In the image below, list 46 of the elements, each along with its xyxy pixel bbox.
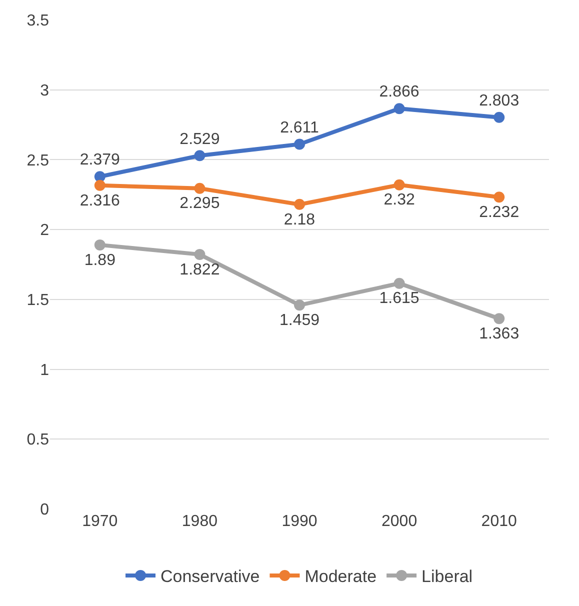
point: [394, 278, 405, 289]
legend-label: Moderate: [304, 567, 377, 586]
legend-label: Conservative: [160, 567, 260, 586]
point: [94, 180, 106, 191]
point: [294, 138, 305, 150]
data-label: 1.89: [84, 252, 116, 269]
y-tick-label: 3.5: [26, 12, 50, 30]
y-tick-label: 2.5: [26, 152, 50, 170]
data-label: 1.615: [379, 290, 420, 308]
x-tick-label: 2000: [382, 513, 418, 530]
point: [394, 103, 405, 114]
point: [494, 112, 505, 123]
y-tick-label: 2: [40, 222, 50, 240]
data-label: 2.232: [479, 204, 520, 222]
x-tick-label: 1970: [82, 513, 118, 530]
data-label: 2.866: [379, 84, 420, 101]
y-tick-label: 1.5: [26, 292, 50, 310]
data-label: 1.363: [479, 325, 520, 342]
x-tick-label: 1980: [182, 513, 218, 530]
y-tick-label: 0.5: [26, 432, 50, 449]
x-tick-label: 2010: [481, 513, 517, 530]
legend-label: Liberal: [422, 567, 473, 586]
point: [494, 313, 505, 324]
data-label: 2.611: [280, 119, 320, 136]
point: [194, 182, 206, 194]
y-tick-label: 1: [40, 362, 50, 379]
point: [194, 248, 206, 260]
x-tick-label: 1990: [282, 513, 318, 530]
data-label: 2.529: [180, 130, 220, 148]
data-label: 2.316: [80, 192, 120, 210]
data-label: 1.822: [180, 261, 220, 278]
point: [94, 171, 106, 182]
data-label: 2.803: [479, 92, 520, 110]
y-tick-label: 0: [40, 502, 50, 519]
point: [294, 198, 305, 210]
data-label: 2.295: [180, 195, 220, 212]
point: [494, 192, 505, 203]
point: [394, 179, 405, 190]
data-label: 2.32: [384, 192, 415, 209]
point: [294, 300, 305, 311]
data-label: 2.18: [284, 211, 316, 228]
point: [194, 150, 206, 162]
data-label: 1.459: [279, 312, 320, 330]
data-label: 2.379: [80, 152, 120, 169]
y-tick-label: 3: [40, 82, 50, 100]
point: [94, 239, 106, 250]
